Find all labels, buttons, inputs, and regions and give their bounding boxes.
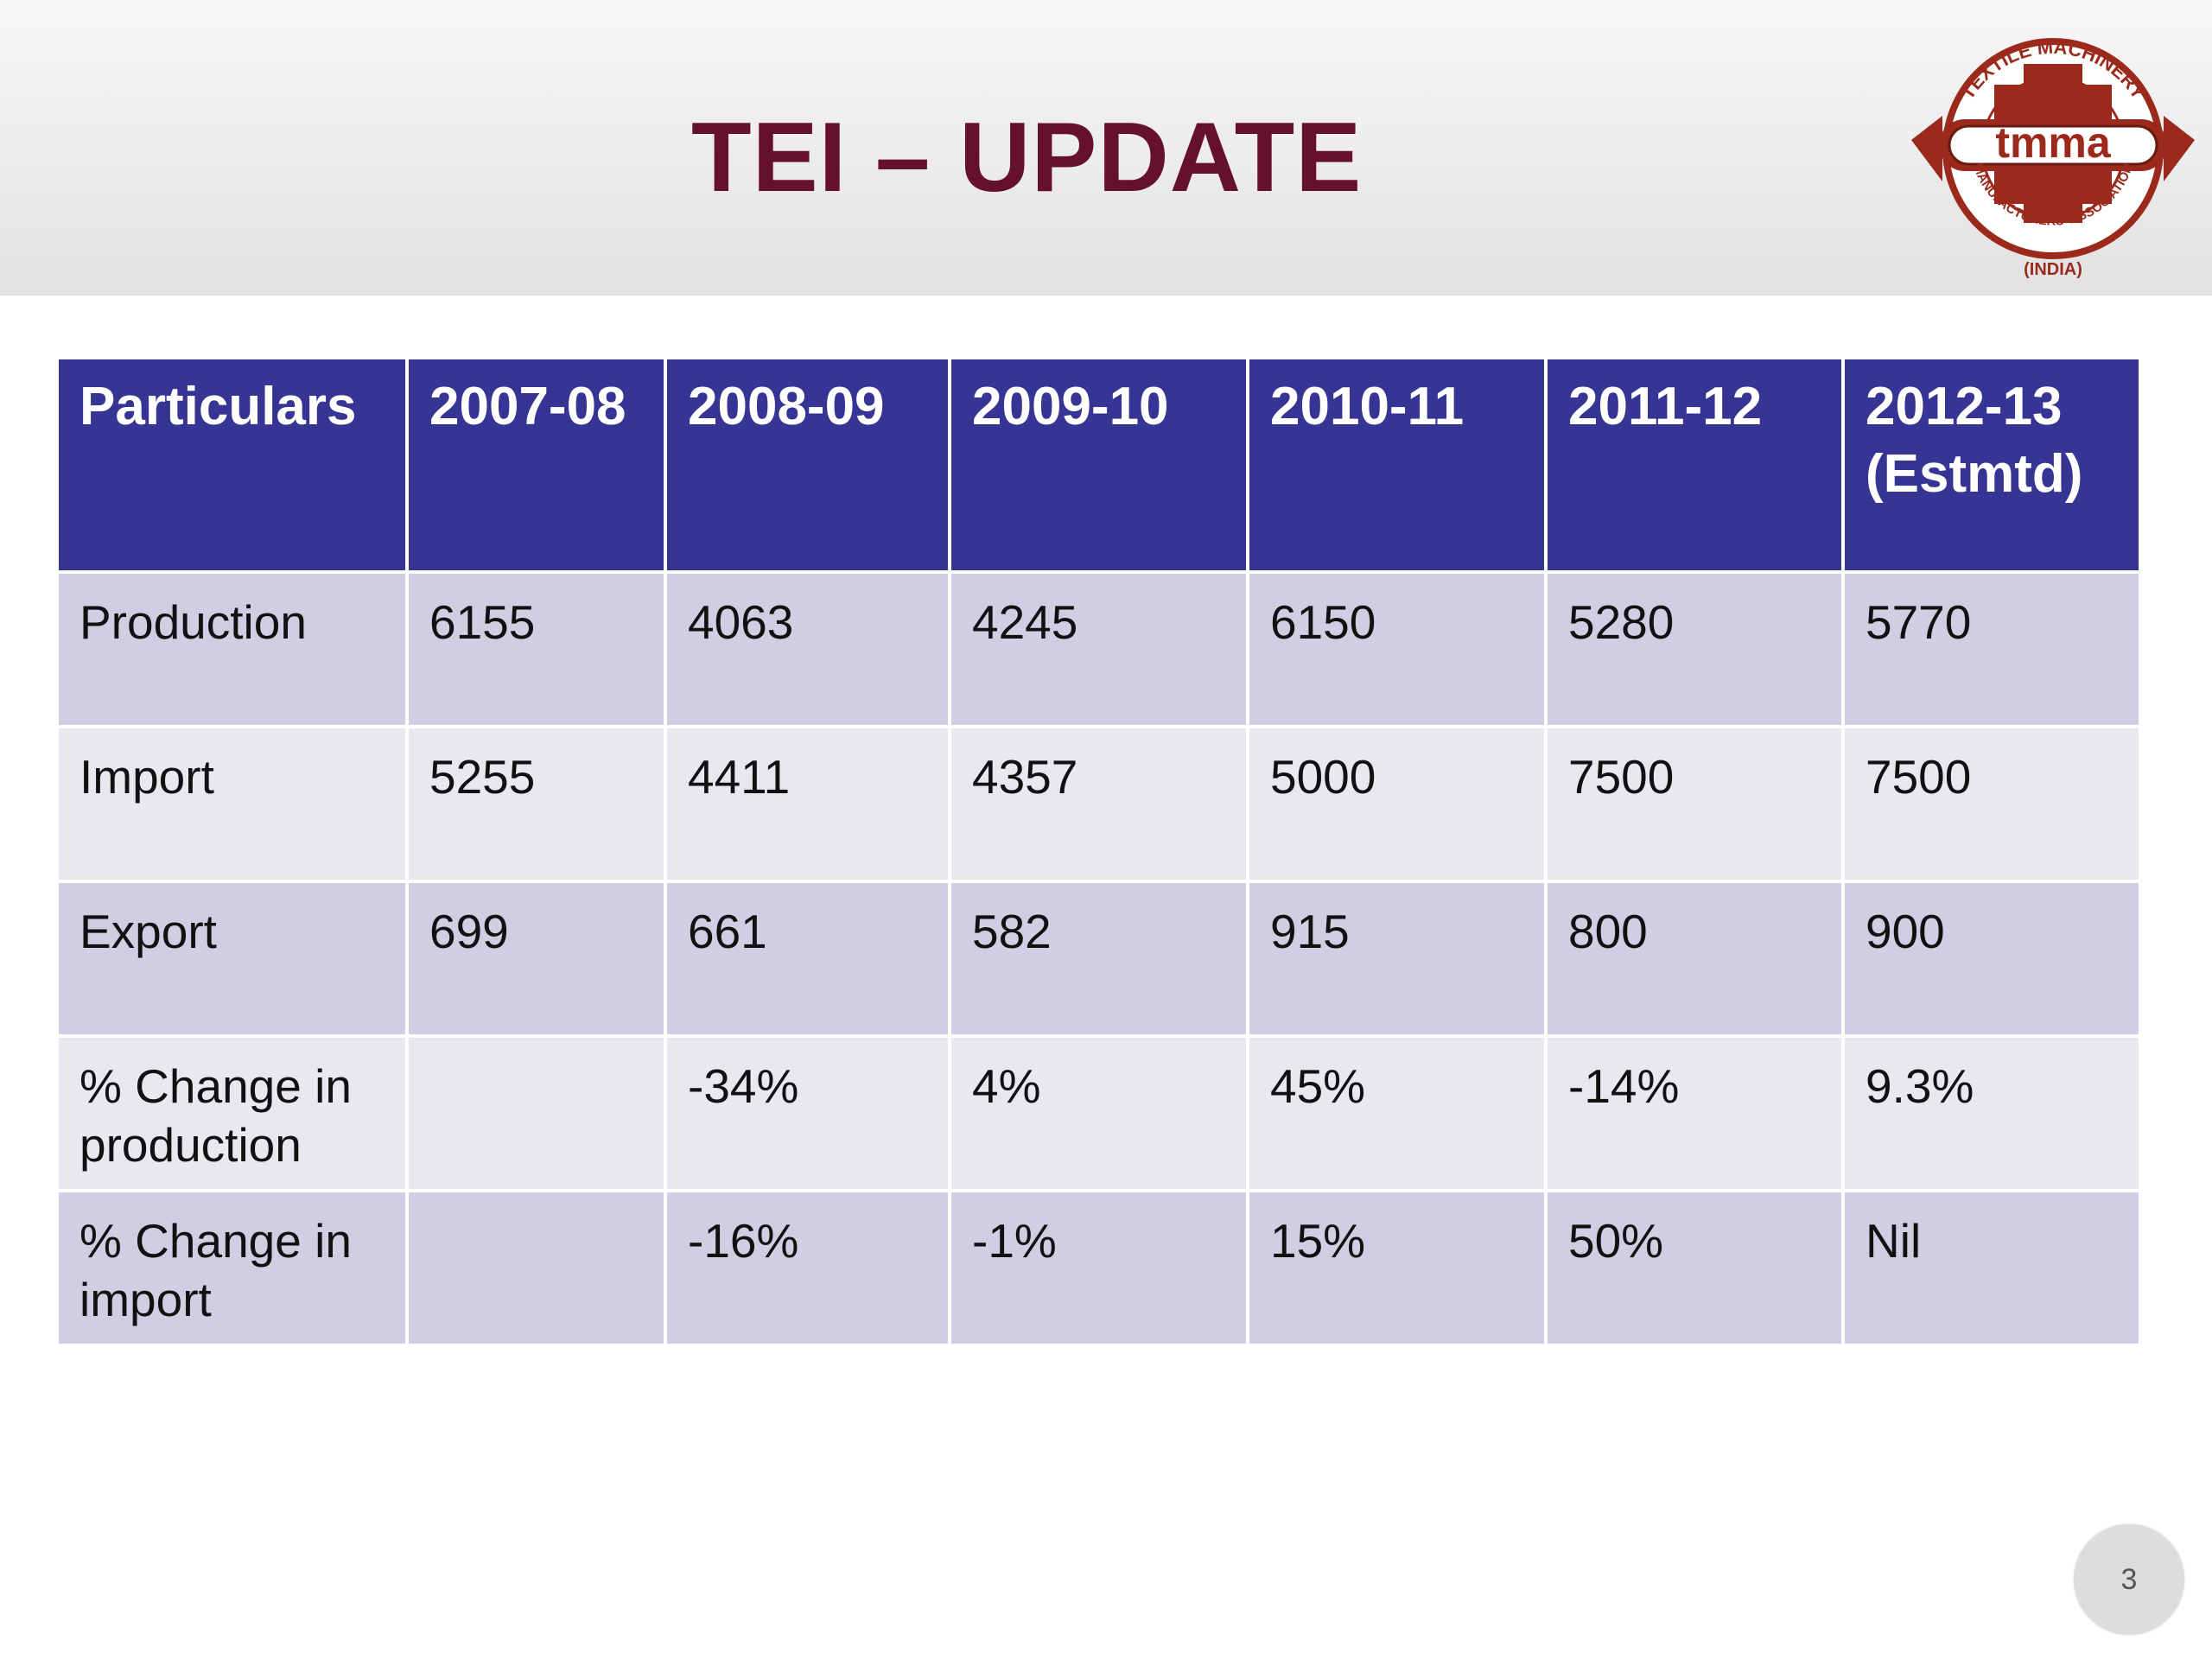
header-2007-08: 2007-08 — [405, 356, 667, 574]
table-cell: 5770 — [1841, 570, 2142, 728]
logo-country-text: (INDIA) — [2024, 260, 2082, 279]
row-label: % Change in import — [55, 1189, 409, 1347]
table-cell: Nil — [1841, 1189, 2142, 1347]
table-cell — [405, 1034, 667, 1192]
table-cell: 45% — [1246, 1034, 1548, 1192]
table-cell: 699 — [405, 880, 667, 1038]
table-header-row: Particulars 2007-08 2008-09 2009-10 2010… — [55, 356, 2142, 574]
logo-center-text: tmma — [1995, 118, 2112, 167]
table-cell: 7500 — [1841, 725, 2142, 883]
table-cell: 800 — [1544, 880, 1845, 1038]
page-number: 3 — [2120, 1562, 2138, 1596]
header-2009-10: 2009-10 — [948, 356, 1249, 574]
table-cell: 4357 — [948, 725, 1249, 883]
table-cell: 9.3% — [1841, 1034, 2142, 1192]
row-label: Import — [55, 725, 409, 883]
page-number-badge: 3 — [2074, 1524, 2184, 1635]
table-cell: 582 — [948, 880, 1249, 1038]
table-cell: 915 — [1246, 880, 1548, 1038]
table-cell: 5255 — [405, 725, 667, 883]
table-cell: 7500 — [1544, 725, 1845, 883]
table-cell: -16% — [664, 1189, 951, 1347]
header-2012-13: 2012-13 (Estmtd) — [1841, 356, 2142, 574]
header-2011-12: 2011-12 — [1544, 356, 1845, 574]
tmma-logo: tmma TEXTILE MACHINERY MANUFACTURERS' AS… — [1911, 36, 2195, 279]
header-2008-09: 2008-09 — [664, 356, 951, 574]
table-cell: 50% — [1544, 1189, 1845, 1347]
table-row-change-import: % Change in import -16% -1% 15% 50% Nil — [55, 1189, 2142, 1347]
table-cell: 4063 — [664, 570, 951, 728]
row-label: Production — [55, 570, 409, 728]
slide-title: TEI – UPDATE — [691, 103, 1363, 213]
table-cell: -14% — [1544, 1034, 1845, 1192]
table-row-change-production: % Change in production -34% 4% 45% -14% … — [55, 1034, 2142, 1192]
table-cell: 4245 — [948, 570, 1249, 728]
table-cell: 5280 — [1544, 570, 1845, 728]
row-label: Export — [55, 880, 409, 1038]
row-label: % Change in production — [55, 1034, 409, 1192]
header-2010-11: 2010-11 — [1246, 356, 1548, 574]
table-cell: 5000 — [1246, 725, 1548, 883]
table-cell: 4411 — [664, 725, 951, 883]
table-cell: 6155 — [405, 570, 667, 728]
table-cell: -34% — [664, 1034, 951, 1192]
table-cell: 661 — [664, 880, 951, 1038]
table-cell: 6150 — [1246, 570, 1548, 728]
header-band — [0, 0, 2212, 296]
table-row-import: Import 5255 4411 4357 5000 7500 7500 — [55, 725, 2142, 883]
table-row-production: Production 6155 4063 4245 6150 5280 5770 — [55, 570, 2142, 728]
table-cell: 4% — [948, 1034, 1249, 1192]
table-cell: 900 — [1841, 880, 2142, 1038]
table-cell: -1% — [948, 1189, 1249, 1347]
table-row-export: Export 699 661 582 915 800 900 — [55, 880, 2142, 1038]
table-cell: 15% — [1246, 1189, 1548, 1347]
table-cell — [405, 1189, 667, 1347]
header-particulars: Particulars — [55, 356, 409, 574]
tei-data-table: Particulars 2007-08 2008-09 2009-10 2010… — [55, 356, 2142, 1347]
